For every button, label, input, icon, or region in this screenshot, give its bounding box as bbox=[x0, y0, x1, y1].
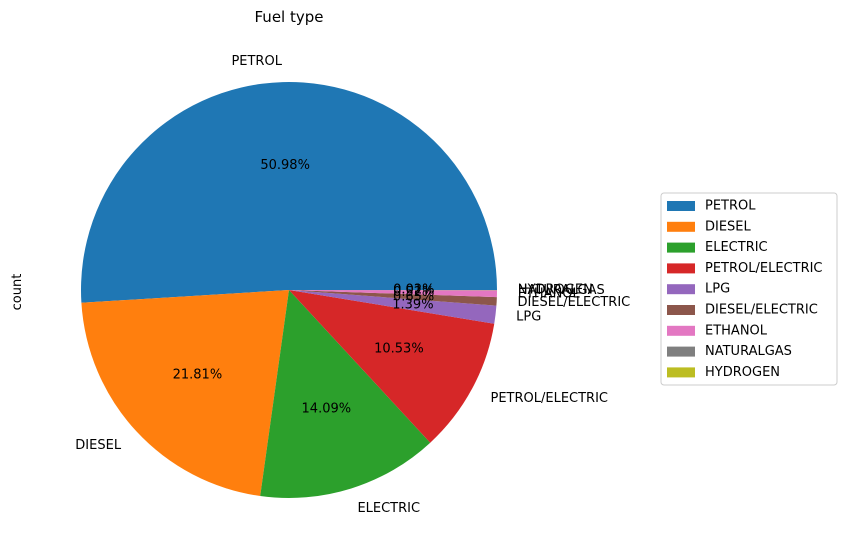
legend-label-petrol-electric: PETROL/ELECTRIC bbox=[705, 261, 823, 276]
percent-label-diesel: 21.81% bbox=[173, 367, 223, 382]
slice-labels: PETROL DIESEL ELECTRIC PETROL/ELECTRIC LPGDI… bbox=[75, 54, 630, 516]
pie-slice-petrol bbox=[80, 81, 498, 303]
legend-swatch-electric bbox=[667, 242, 695, 253]
legend-label-petrol: PETROL bbox=[705, 199, 756, 214]
percent-labels: 50.98% 21.81% 14.09% 10.53% 1.39%0.65%0.52%0… bbox=[173, 158, 435, 417]
legend-swatch-hydrogen bbox=[667, 367, 695, 378]
legend-swatch-ethanol bbox=[667, 325, 695, 336]
legend-label-ethanol: ETHANOL bbox=[705, 323, 768, 338]
pie-slice-diesel-electric bbox=[289, 290, 497, 306]
percent-label-lpg: 1.39% bbox=[392, 297, 433, 312]
pie-slices bbox=[80, 81, 498, 499]
legend-swatch-petrol-electric bbox=[667, 263, 695, 274]
slice-label-diesel: DIESEL bbox=[75, 438, 122, 453]
y-axis-label: count bbox=[10, 274, 25, 311]
legend-label-hydrogen: HYDROGEN bbox=[705, 365, 780, 380]
percent-label-naturalgas: 0.02% bbox=[393, 283, 434, 298]
legend-label-electric: ELECTRIC bbox=[705, 240, 768, 255]
legend-swatch-petrol bbox=[667, 201, 695, 211]
legend-swatch-diesel bbox=[667, 221, 695, 232]
legend-swatch-lpg bbox=[667, 284, 695, 295]
legend-frame bbox=[660, 192, 838, 386]
slice-label-naturalgas: NATURALGAS bbox=[518, 283, 605, 298]
percent-label-diesel-electric: 0.65% bbox=[393, 289, 434, 304]
legend-items: PETROL DIESEL ELECTRIC PETROL/ELECTRIC LPG DI… bbox=[667, 199, 823, 380]
legend-label-naturalgas: NATURALGAS bbox=[705, 344, 792, 359]
slice-label-hydrogen: HYDROGEN bbox=[518, 283, 593, 298]
pie-slice-petrol-electric bbox=[289, 290, 495, 443]
slice-label-ethanol: ETHANOL bbox=[518, 287, 581, 302]
legend-label-diesel-electric: DIESEL/ELECTRIC bbox=[705, 303, 818, 318]
percent-label-ethanol: 0.52% bbox=[393, 285, 434, 300]
percent-label-electric: 14.09% bbox=[302, 402, 352, 417]
legend-label-lpg: LPG bbox=[705, 282, 730, 297]
slice-label-diesel-electric: DIESEL/ELECTRIC bbox=[517, 295, 630, 310]
chart-title: Fuel type bbox=[255, 8, 324, 26]
slice-label-electric: ELECTRIC bbox=[357, 501, 420, 516]
percent-label-petrol-electric: 10.53% bbox=[374, 342, 424, 357]
legend-swatch-diesel-electric bbox=[667, 305, 695, 315]
pie-slice-electric bbox=[260, 290, 431, 499]
legend-label-diesel: DIESEL bbox=[705, 219, 752, 234]
pie-slice-diesel bbox=[81, 290, 289, 496]
slice-label-petrol-electric: PETROL/ELECTRIC bbox=[490, 391, 608, 406]
percent-label-hydrogen: 0.01% bbox=[393, 283, 434, 298]
percent-label-petrol: 50.98% bbox=[260, 158, 310, 173]
legend: PETROL DIESEL ELECTRIC PETROL/ELECTRIC LPG DI… bbox=[660, 192, 838, 386]
pie-slice-ethanol bbox=[289, 290, 497, 298]
slice-label-petrol: PETROL bbox=[231, 54, 282, 69]
slice-label-lpg: LPG bbox=[516, 310, 541, 325]
pie-slice-lpg bbox=[289, 290, 497, 324]
legend-swatch-naturalgas bbox=[667, 346, 695, 357]
